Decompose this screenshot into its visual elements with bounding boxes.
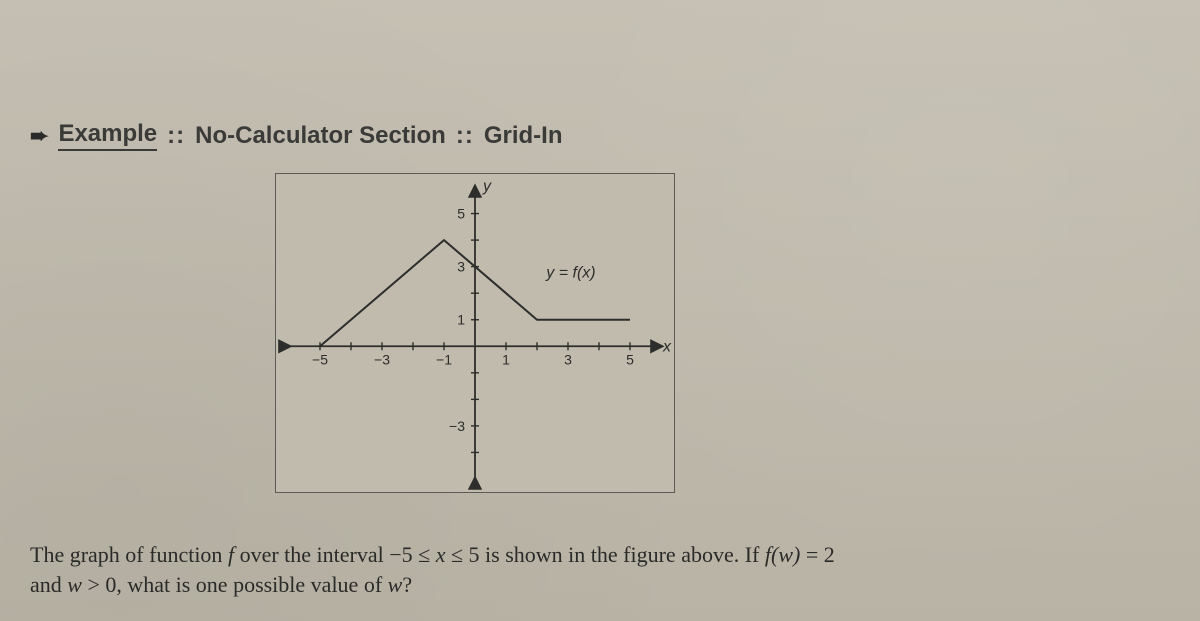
svg-text:3: 3 (457, 259, 465, 275)
q-w: w (67, 572, 82, 597)
svg-text:1: 1 (457, 312, 465, 328)
sep-2: :: (456, 122, 474, 150)
svg-text:−3: −3 (374, 351, 390, 367)
pointer-icon: ➨ (30, 123, 48, 149)
question-text: The graph of function f over the interva… (30, 540, 1140, 599)
section-a: No-Calculator Section (195, 122, 446, 150)
sep-1: :: (167, 122, 185, 150)
svg-text:x: x (662, 338, 672, 355)
section-b: Grid-In (484, 122, 563, 150)
q-l1-mid: over the interval −5 ≤ (234, 542, 436, 567)
svg-text:5: 5 (457, 206, 465, 222)
svg-text:1: 1 (502, 351, 510, 367)
q-cond: > 0, what is one possible value of (82, 572, 388, 597)
q-l1-post: ≤ 5 is shown in the figure above. If (445, 542, 764, 567)
q-l1-pre: The graph of function (30, 542, 228, 567)
svg-text:3: 3 (564, 351, 572, 367)
page: ➨ Example :: No-Calculator Section :: Gr… (0, 0, 1200, 621)
q-eq: = 2 (800, 542, 834, 567)
svg-text:5: 5 (626, 351, 634, 367)
q-qm: ? (402, 572, 412, 597)
svg-text:y = f(x): y = f(x) (545, 264, 595, 281)
chart-svg: −5 −3 −1 1 3 5 −3 1 3 5 x y y = f(x) (275, 173, 675, 493)
example-header: ➨ Example :: No-Calculator Section :: Gr… (30, 120, 562, 151)
q-l2-pre: and (30, 572, 67, 597)
svg-text:−3: −3 (449, 418, 465, 434)
example-word: Example (58, 120, 157, 151)
svg-text:y: y (482, 178, 492, 195)
chart: −5 −3 −1 1 3 5 −3 1 3 5 x y y = f(x) (275, 173, 675, 493)
svg-text:−1: −1 (436, 351, 452, 367)
q-fw: f(w) (765, 542, 800, 567)
q-w2: w (388, 572, 403, 597)
svg-text:−5: −5 (312, 351, 328, 367)
